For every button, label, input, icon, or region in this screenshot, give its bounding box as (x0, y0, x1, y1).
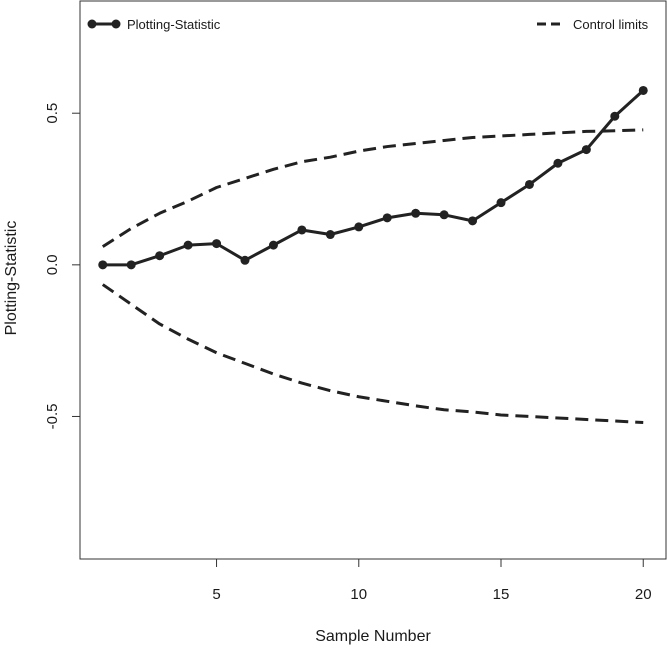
x-axis-label: Sample Number (315, 628, 431, 645)
data-point (411, 208, 421, 218)
data-point (297, 225, 307, 235)
x-tick-label: 10 (350, 586, 367, 603)
series-lines (101, 89, 645, 425)
plotting-statistic-line (102, 89, 645, 267)
y-axis: -0.5 0.0 0.5 (44, 103, 80, 430)
upper-control-limit-line (101, 128, 644, 248)
y-axis-label: Plotting-Statistic (3, 221, 20, 336)
data-point (439, 210, 449, 220)
data-point (183, 240, 193, 250)
lower-control-limit-line (101, 283, 644, 425)
data-point (126, 260, 136, 270)
y-tick-label: -0.5 (44, 404, 61, 430)
y-tick-label: 0.0 (44, 254, 61, 275)
data-point (468, 216, 478, 226)
data-point (354, 222, 364, 232)
data-point (382, 213, 392, 223)
legend-label-control-limits: Control limits (573, 17, 649, 32)
legend-marker (87, 19, 97, 29)
x-tick-label: 15 (493, 586, 510, 603)
series-points (98, 85, 648, 270)
y-tick-label: 0.5 (44, 103, 61, 124)
x-axis: 5 10 15 20 (212, 559, 652, 603)
data-point (325, 230, 335, 240)
legend-item-control-limits: Control limits (537, 17, 649, 32)
plot-frame (79, 0, 667, 560)
data-point (98, 260, 108, 270)
data-point (155, 251, 165, 261)
x-tick-label: 5 (212, 586, 220, 603)
legend: Plotting-Statistic Control limits (87, 17, 649, 32)
legend-marker (111, 19, 121, 29)
data-point (240, 255, 250, 265)
data-point (610, 111, 620, 121)
data-point (212, 239, 222, 249)
legend-label-plotting-statistic: Plotting-Statistic (127, 17, 221, 32)
data-point (638, 85, 648, 95)
data-point (268, 240, 278, 250)
legend-item-plotting-statistic: Plotting-Statistic (87, 17, 221, 32)
data-point (553, 158, 563, 168)
data-point (581, 145, 591, 155)
x-tick-label: 20 (635, 586, 652, 603)
data-point (496, 198, 506, 208)
data-point (524, 179, 534, 189)
